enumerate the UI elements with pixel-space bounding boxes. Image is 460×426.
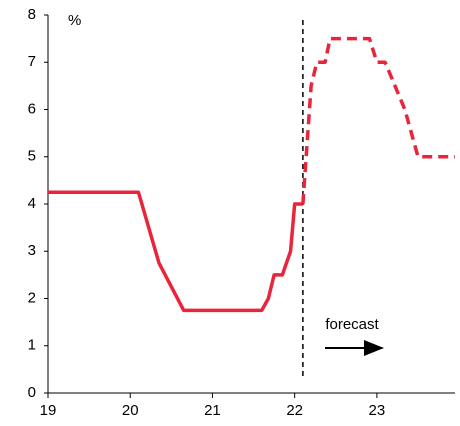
x-tick-label: 19 — [40, 402, 57, 419]
y-tick-label: 3 — [28, 242, 36, 259]
y-tick-label: 7 — [28, 53, 36, 70]
y-tick-label: 6 — [28, 100, 36, 117]
y-tick-label: 8 — [28, 6, 36, 23]
y-tick-label: 2 — [28, 289, 36, 306]
x-tick-label: 23 — [369, 402, 386, 419]
line-series — [301, 36, 455, 205]
y-tick-label: 5 — [28, 148, 36, 165]
y-tick-label: 1 — [28, 337, 36, 354]
y-tick-label: 4 — [28, 195, 36, 212]
x-tick-label: 20 — [122, 402, 139, 419]
x-tick-label: 21 — [204, 402, 221, 419]
x-tick-label: 22 — [286, 402, 303, 419]
y-tick-label: 0 — [28, 384, 36, 401]
y-unit-label: % — [68, 12, 81, 29]
line-series — [48, 190, 303, 313]
annotation: forecast — [325, 316, 379, 333]
